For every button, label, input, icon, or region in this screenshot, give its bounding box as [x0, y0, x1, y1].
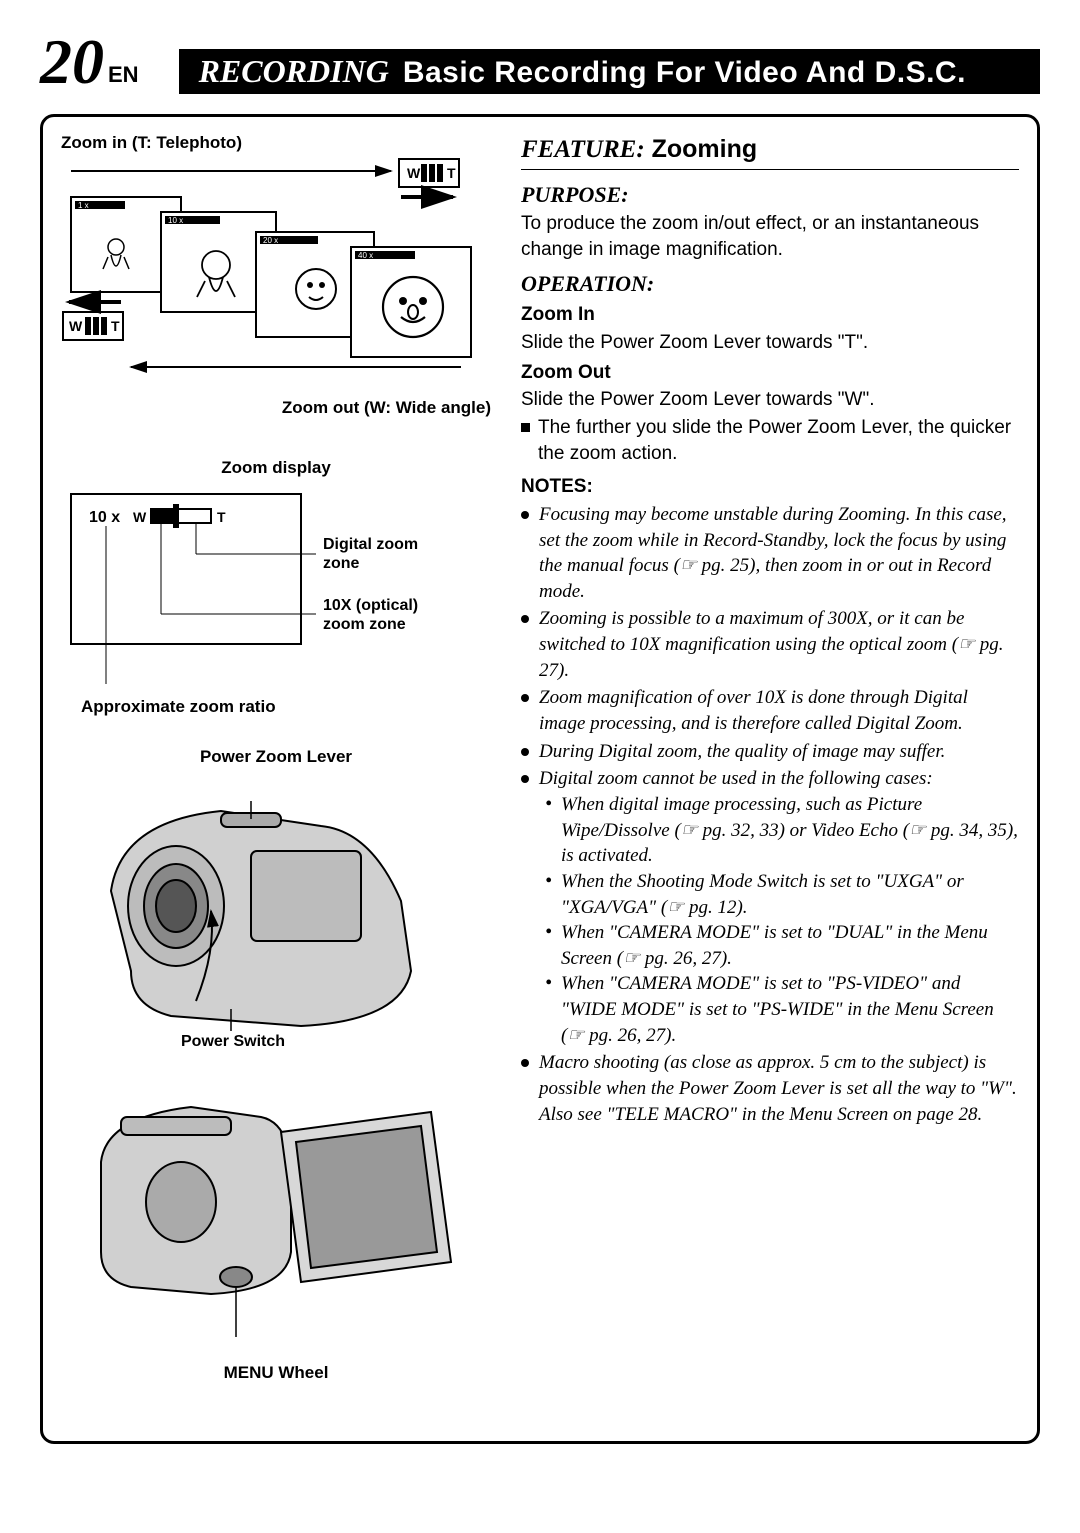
- zoom-cascade-diagram: W T 1 x 10 x: [61, 157, 491, 387]
- zoom-in-label: Zoom in (T: Telephoto): [61, 133, 491, 153]
- digital-zone-label: Digital zoom: [323, 536, 418, 553]
- content-frame: Zoom in (T: Telephoto) W T 1 x: [40, 114, 1040, 1444]
- svg-text:10 x: 10 x: [89, 509, 120, 526]
- svg-text:T: T: [111, 318, 120, 334]
- note-item: Digital zoom cannot be used in the follo…: [521, 766, 1019, 1048]
- further-note: The further you slide the Power Zoom Lev…: [521, 415, 1019, 466]
- zoom-in-text: Slide the Power Zoom Lever towards "T".: [521, 330, 1019, 356]
- right-column: FEATURE: Zooming PURPOSE: To produce the…: [521, 133, 1019, 1417]
- sub-note-item: When "CAMERA MODE" is set to "PS-VIDEO" …: [545, 971, 1019, 1048]
- svg-text:20 x: 20 x: [263, 236, 278, 245]
- square-bullet-icon: [521, 423, 530, 432]
- left-column: Zoom in (T: Telephoto) W T 1 x: [61, 133, 491, 1417]
- feature-value: Zooming: [652, 135, 758, 163]
- menu-wheel-label: MENU Wheel: [61, 1363, 491, 1383]
- zoom-display-label: Zoom display: [61, 458, 491, 478]
- optical-zone-label: 10X (optical): [323, 597, 418, 614]
- zoom-out-subhead: Zoom Out: [521, 360, 1019, 386]
- zoom-out-label: Zoom out (W: Wide angle): [61, 398, 491, 418]
- svg-text:zoom zone: zoom zone: [323, 616, 406, 633]
- zoom-display-diagram: 10 x W T Digital zoom zone 10X (optical)…: [61, 484, 491, 704]
- svg-text:T: T: [217, 509, 226, 525]
- sub-notes-list: When digital image processing, such as P…: [545, 792, 1019, 1048]
- svg-text:1 x: 1 x: [78, 201, 89, 210]
- sub-note-item: When the Shooting Mode Switch is set to …: [545, 869, 1019, 920]
- camcorder-lever-diagram: Power Switch: [61, 771, 491, 1051]
- note-item: Zooming is possible to a maximum of 300X…: [521, 606, 1019, 683]
- svg-text:10 x: 10 x: [168, 216, 183, 225]
- svg-text:W: W: [133, 509, 147, 525]
- feature-heading: FEATURE: Zooming: [521, 133, 1019, 170]
- notes-heading: NOTES:: [521, 474, 1019, 500]
- svg-text:Power Switch: Power Switch: [181, 1033, 285, 1050]
- feature-label: FEATURE:: [521, 136, 645, 163]
- svg-text:W: W: [69, 318, 83, 334]
- svg-text:40 x: 40 x: [358, 251, 373, 260]
- power-zoom-lever-label: Power Zoom Lever: [61, 747, 491, 767]
- note-item: Focusing may become unstable during Zoom…: [521, 502, 1019, 605]
- page-suffix: EN: [108, 62, 139, 88]
- note-item: During Digital zoom, the quality of imag…: [521, 739, 1019, 765]
- sub-note-item: When digital image processing, such as P…: [545, 792, 1019, 869]
- section-title: RECORDING: [199, 53, 389, 90]
- operation-heading: OPERATION:: [521, 269, 1019, 299]
- zoom-in-subhead: Zoom In: [521, 302, 1019, 328]
- zoom-step-4: 40 x: [351, 247, 471, 357]
- purpose-text: To produce the zoom in/out effect, or an…: [521, 211, 1019, 262]
- note-item: Zoom magnification of over 10X is done t…: [521, 685, 1019, 736]
- page-number: 20: [40, 30, 104, 94]
- section-subtitle: Basic Recording For Video And D.S.C.: [403, 56, 966, 90]
- camcorder-menu-diagram: [61, 1062, 491, 1352]
- zoom-out-text: Slide the Power Zoom Lever towards "W".: [521, 387, 1019, 413]
- title-bar: RECORDING Basic Recording For Video And …: [179, 49, 1040, 94]
- svg-text:zone: zone: [323, 555, 360, 572]
- note-item: Macro shooting (as close as approx. 5 cm…: [521, 1050, 1019, 1127]
- page-header: 20 EN RECORDING Basic Recording For Vide…: [40, 30, 1040, 94]
- purpose-heading: PURPOSE:: [521, 180, 1019, 210]
- chip-w-small: W: [407, 165, 421, 181]
- chip-t-small: T: [447, 165, 456, 181]
- notes-list: Focusing may become unstable during Zoom…: [521, 502, 1019, 1127]
- sub-note-item: When "CAMERA MODE" is set to "DUAL" in t…: [545, 920, 1019, 971]
